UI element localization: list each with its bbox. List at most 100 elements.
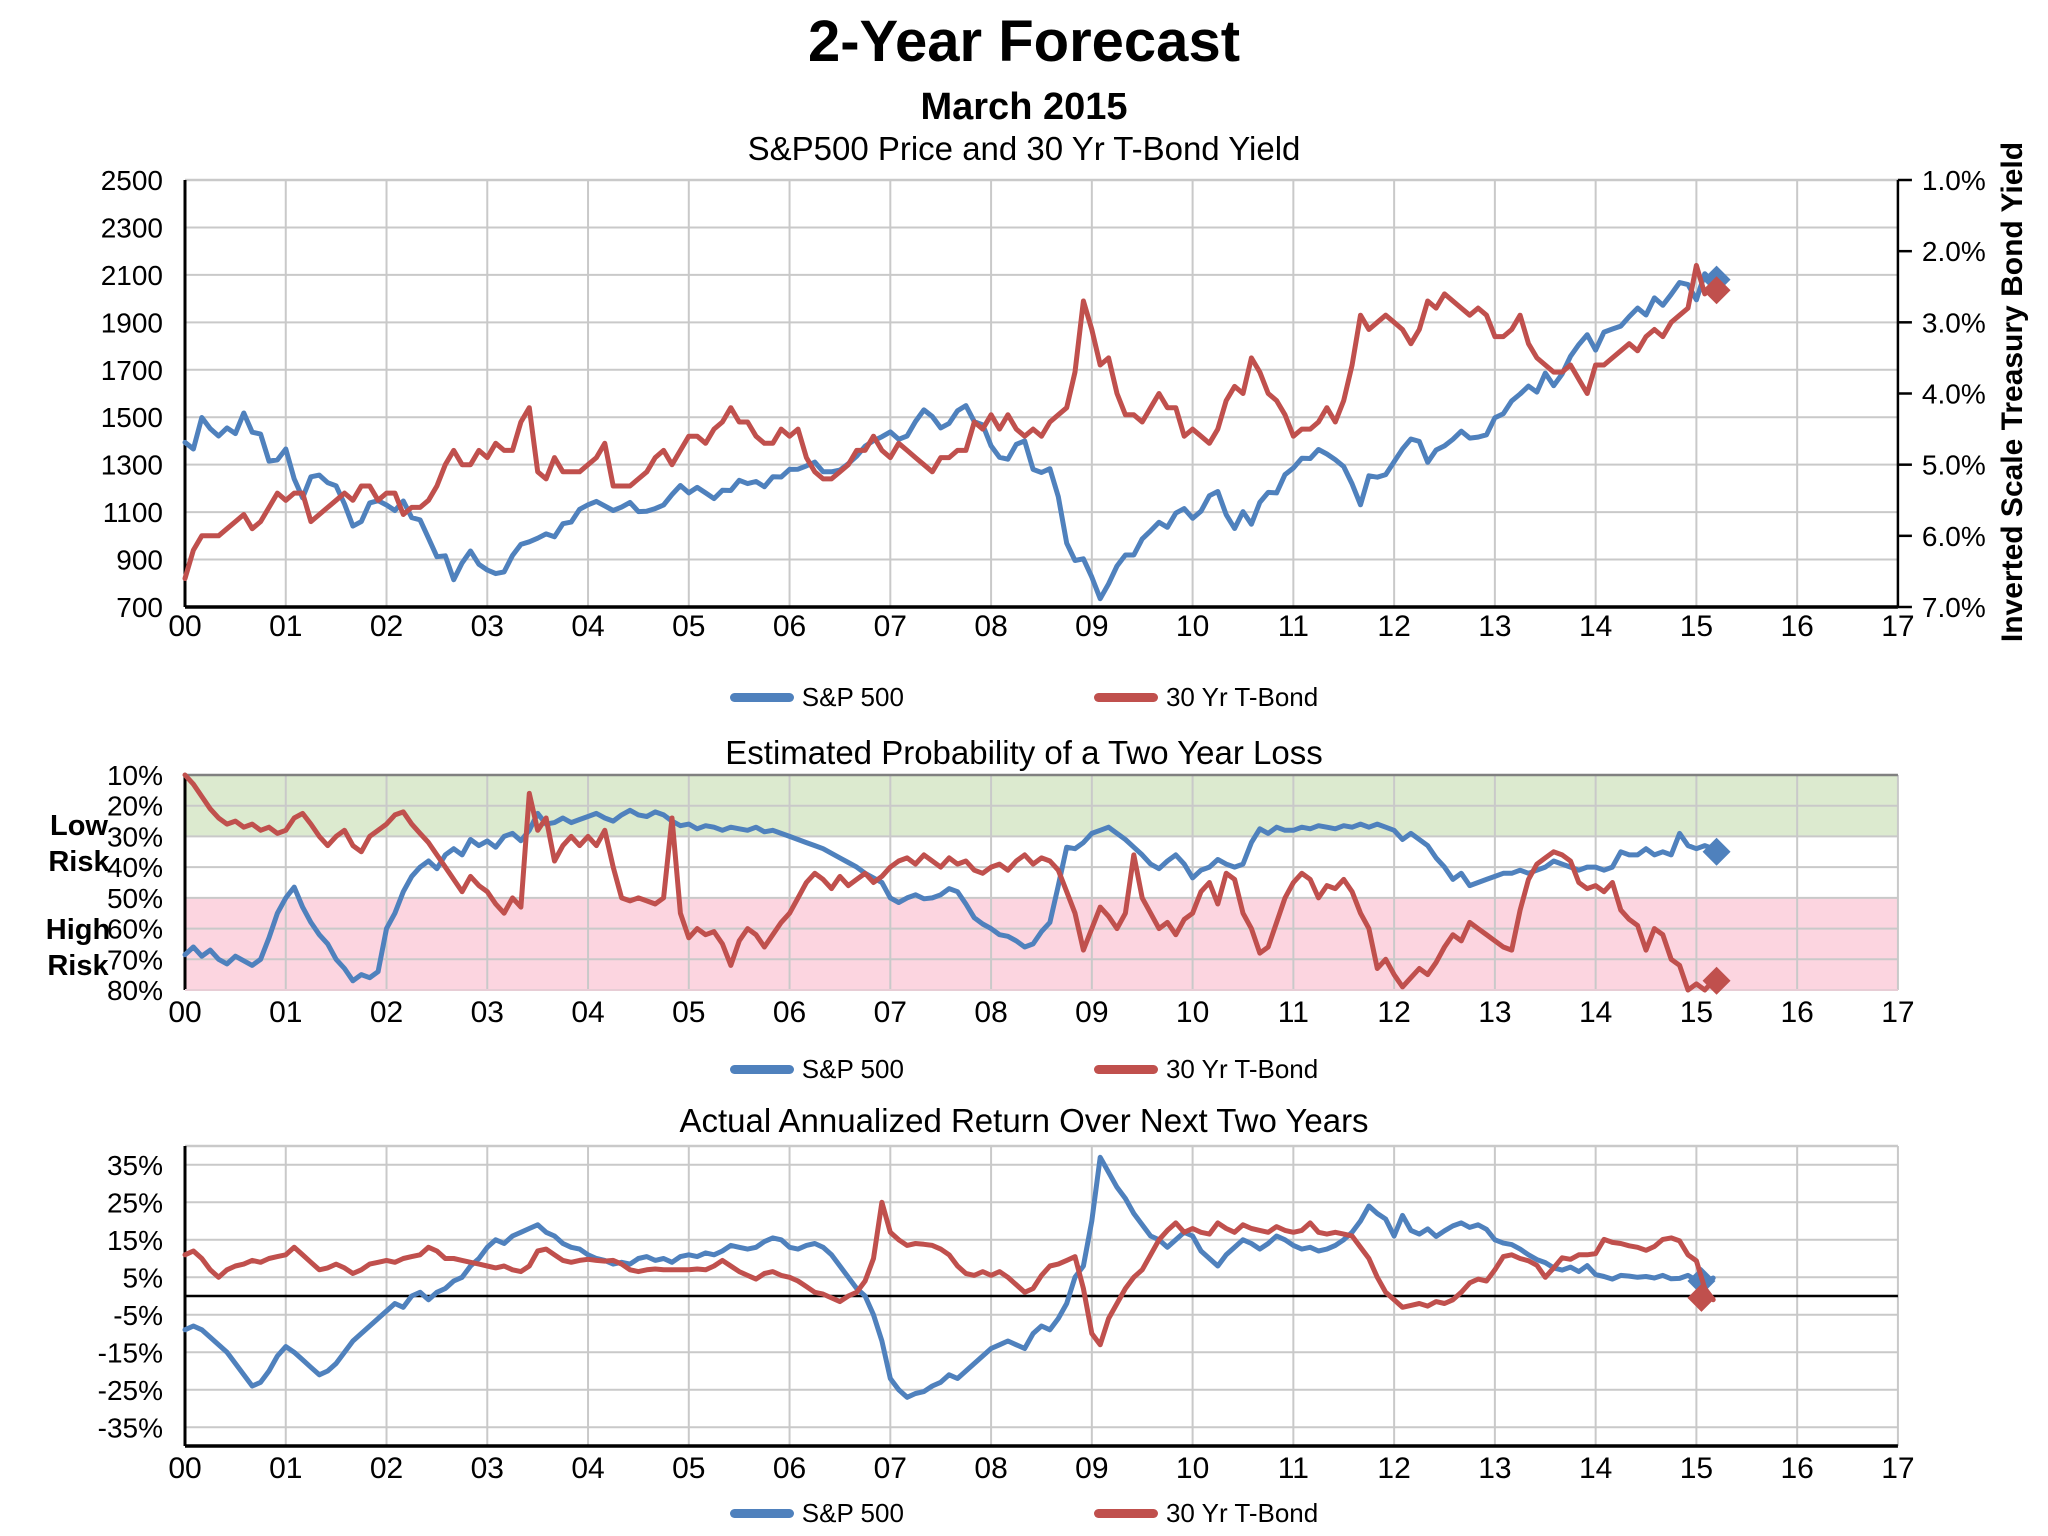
tick-label: 70% xyxy=(107,944,163,975)
bottom-chart-title: Actual Annualized Return Over Next Two Y… xyxy=(679,1102,1369,1139)
tick-label: 05 xyxy=(672,610,705,643)
top-chart: 250023002100190017001500130011009007001.… xyxy=(101,165,1986,643)
top-chart-title: S&P500 Price and 30 Yr T-Bond Yield xyxy=(747,130,1301,167)
tick-label: 2300 xyxy=(101,212,163,243)
tbond-forecast-diamond xyxy=(1687,1283,1716,1312)
vertical-gridlines xyxy=(184,180,1899,607)
tick-label: 1100 xyxy=(103,497,163,528)
tick-label: 5% xyxy=(123,1262,163,1293)
tick-label: 00 xyxy=(168,1452,201,1485)
tick-label: 05 xyxy=(672,996,705,1029)
tick-label: 2.0% xyxy=(1922,236,1986,267)
tick-label: 11 xyxy=(1278,1452,1309,1485)
y-axis-labels: 10%20%30%40%50%60%70%80% xyxy=(107,760,163,1006)
tbond-forecast-diamond xyxy=(1702,966,1731,995)
tick-label: 09 xyxy=(1075,996,1108,1029)
tbond-line xyxy=(182,772,1716,993)
x-axis-labels: 00 01 02 03 04 05 06 07 08 09 10 11 12 13 14 15 16 17 xyxy=(168,610,1914,643)
y-axis-labels: 2500 2300 2100 1900 1700 1500 1300 1100 900 700 xyxy=(101,165,163,623)
tick-label: 11 xyxy=(1278,610,1309,643)
tick-label: 6.0% xyxy=(1922,521,1986,552)
sp500-line xyxy=(182,1154,1716,1400)
sp500-line-swatch xyxy=(729,693,794,702)
tick-label: 06 xyxy=(773,610,806,643)
tick-label: 13 xyxy=(1478,610,1511,643)
tick-label: 09 xyxy=(1075,610,1108,643)
tick-label: 14 xyxy=(1579,1452,1612,1485)
y-axis-labels: 35% 25% 15% 5% -5% -15% -25% -35% xyxy=(98,1150,163,1444)
tick-label: 2500 xyxy=(101,165,163,196)
tick-label: 01 xyxy=(269,996,302,1029)
bottom-chart: 35% 25% 15% 5% -5% -15% -25% -35%00 01 02 03 04 05 06… xyxy=(98,1144,1915,1485)
tbond-line-swatch xyxy=(1093,1065,1158,1074)
tick-label: 3.0% xyxy=(1922,307,1986,338)
tick-label: -35% xyxy=(98,1412,163,1443)
tick-label: 15 xyxy=(1680,1452,1713,1485)
sp500-line-swatch xyxy=(729,1065,794,1074)
legend-item-sp500: S&P 500 xyxy=(729,1498,904,1529)
tick-label: 7.0% xyxy=(1922,592,1986,623)
x-axis-labels: 00 01 02 03 04 05 06 07 08 09 10 11 12 13 14 15 16 17 xyxy=(168,996,1914,1029)
tick-label: 04 xyxy=(571,610,604,643)
tick-label: 1500 xyxy=(101,402,163,433)
horizontal-gridlines xyxy=(185,179,1898,608)
legend-item-tbond: 30 Yr T-Bond xyxy=(1093,1498,1319,1529)
page-title: 2-Year Forecast xyxy=(807,9,1241,74)
tick-label: 12 xyxy=(1377,996,1410,1029)
legend-item-tbond: 30 Yr T-Bond xyxy=(1093,1054,1318,1085)
tick-label: 16 xyxy=(1780,610,1813,643)
sp500-forecast-diamond xyxy=(1702,837,1731,866)
tbond-line xyxy=(182,262,1716,581)
tick-label: 01 xyxy=(269,610,302,643)
tbond-line-swatch xyxy=(1093,693,1158,702)
tick-label: 20% xyxy=(107,791,163,822)
tick-label: 25% xyxy=(107,1187,163,1218)
page-subtitle: March 2015 xyxy=(920,86,1128,128)
tick-label: 12 xyxy=(1377,610,1410,643)
tick-label: 16 xyxy=(1780,1452,1813,1485)
tick-label: 1300 xyxy=(101,450,163,481)
middle-chart-legend: S&P 500 30 Yr T-Bond xyxy=(0,1054,2048,1085)
x-axis-labels: 00 01 02 03 04 05 06 07 08 09 10 11 12 13 14 15 16 17 xyxy=(168,1452,1914,1485)
sp500-line xyxy=(182,807,1716,984)
tick-label: 05 xyxy=(672,1452,705,1485)
right-axis-title: Inverted Scale Treasury Bond Yield xyxy=(1996,141,2029,643)
tick-label: 03 xyxy=(471,1452,504,1485)
high-risk-label: High Risk xyxy=(45,914,111,983)
tick-label: 07 xyxy=(874,996,907,1029)
tick-label: 1.0% xyxy=(1922,165,1986,196)
tick-label: 14 xyxy=(1579,996,1612,1029)
legend-label-tbond: 30 Yr T-Bond xyxy=(1165,1498,1319,1528)
top-chart-legend: S&P 500 30 Yr T-Bond xyxy=(0,682,2048,713)
tick-label: 11 xyxy=(1278,996,1309,1029)
tick-label: 50% xyxy=(107,883,163,914)
tick-label: -25% xyxy=(98,1375,163,1406)
tick-label: 15 xyxy=(1680,996,1713,1029)
tick-label: 60% xyxy=(107,914,163,945)
tick-label: 1700 xyxy=(101,355,163,386)
tick-label: 4.0% xyxy=(1922,379,1986,410)
tick-label: -15% xyxy=(98,1337,163,1368)
legend-item-sp500: S&P 500 xyxy=(729,682,904,713)
bottom-chart-legend: S&P 500 30 Yr T-Bond xyxy=(0,1498,2048,1529)
tick-label: 16 xyxy=(1780,996,1813,1029)
right-axis-labels: 1.0% 2.0% 3.0% 4.0% 5.0% 6.0% 7.0% xyxy=(1897,165,1986,623)
tick-label: 06 xyxy=(773,1452,806,1485)
tick-label: 40% xyxy=(107,852,163,883)
sp500-line-swatch xyxy=(729,1509,794,1518)
tick-label: 900 xyxy=(116,545,163,576)
tick-label: 700 xyxy=(116,592,163,623)
tick-label: 1900 xyxy=(101,307,163,338)
tick-label: 00 xyxy=(168,996,201,1029)
tick-label: 15% xyxy=(107,1225,163,1256)
tick-label: 07 xyxy=(874,610,907,643)
tick-label: 12 xyxy=(1377,1452,1410,1485)
tick-label: 17 xyxy=(1881,996,1914,1029)
tick-label: 08 xyxy=(974,996,1007,1029)
tick-label: 5.0% xyxy=(1922,450,1986,481)
tick-label: 30% xyxy=(107,821,163,852)
tbond-line-swatch xyxy=(1093,1509,1158,1518)
tick-label: 03 xyxy=(471,996,504,1029)
